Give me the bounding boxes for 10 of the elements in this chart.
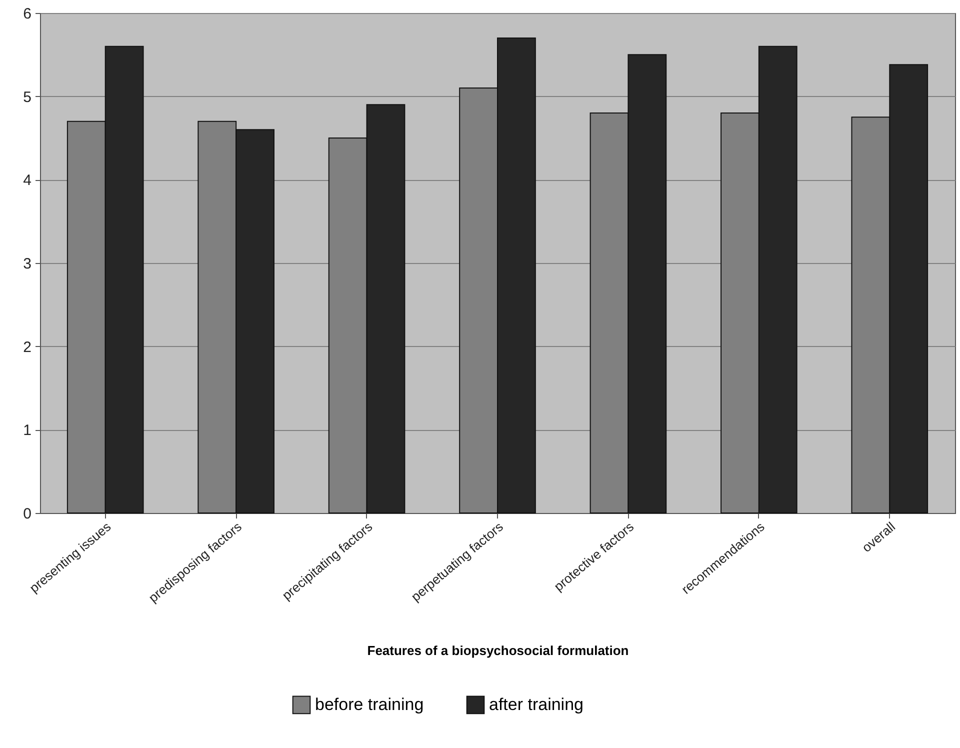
y-tick-label: 4 [23, 172, 32, 190]
y-tick-label: 1 [23, 422, 32, 440]
x-axis-title: Features of a biopsychosocial formulation [367, 643, 629, 658]
y-tick-label: 5 [23, 88, 32, 106]
y-tick-label: 2 [23, 338, 32, 356]
y-tick-label: 6 [23, 6, 32, 22]
y-tick-label: 3 [23, 256, 32, 272]
y-tick-label: 0 [23, 506, 32, 522]
legend-label: before training [315, 694, 424, 714]
legend-label: after training [489, 694, 584, 714]
